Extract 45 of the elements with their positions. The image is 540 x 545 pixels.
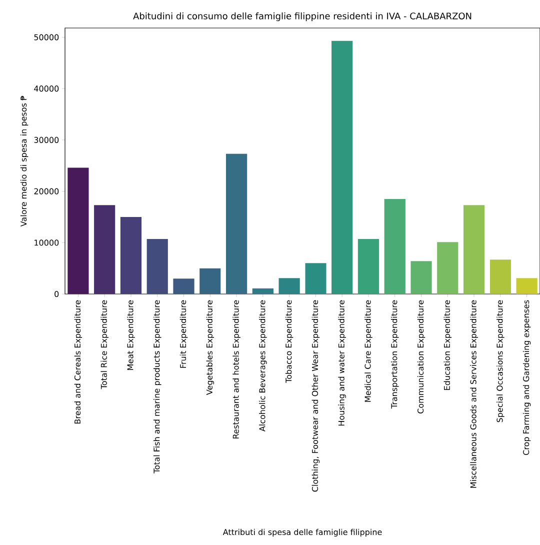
bar (173, 278, 194, 294)
x-tick-label: Medical Care Expenditure (364, 300, 372, 402)
x-tick-label: Special Occasions Expenditure (496, 300, 504, 422)
x-tick-label: Meat Expenditure (126, 300, 135, 370)
bar (226, 154, 247, 294)
x-tick-label: Total Rice Expenditure (100, 300, 108, 390)
bar (436, 242, 458, 294)
x-tick-label: Alcoholic Beverages Expenditure (258, 300, 267, 432)
x-tick-label: Clothing, Footwear and Other Wear Expenditure (312, 300, 320, 492)
x-tick-label: Crop Farming and Gardening expenses (522, 300, 531, 455)
bar (199, 268, 221, 294)
bar (94, 205, 115, 294)
bar (305, 263, 326, 294)
y-axis-title: Valore medio di spesa in pesos ₱ (20, 96, 28, 227)
y-tick-label: 30000 (34, 136, 58, 143)
x-tick-label: Communication Expenditure (417, 300, 425, 414)
bar (68, 168, 89, 294)
y-tick-label: 10000 (34, 240, 58, 246)
x-tick-label: Fruit Expenditure (180, 300, 188, 368)
bar (384, 198, 406, 294)
x-tick-label: Miscellaneous Goods and Services Expenditure (470, 300, 478, 488)
y-tick-label: 0 (54, 290, 58, 298)
bar (331, 40, 352, 294)
x-tick-label: Total Fish and marine products Expenditure (153, 300, 162, 474)
x-tick-label: Restaurant and hotels Expenditure (232, 300, 240, 438)
bar (252, 288, 274, 294)
x-tick-label: Tobacco Expenditure (285, 300, 294, 383)
x-tick-label: Housing and water Expenditure (338, 300, 346, 426)
y-tick-label: 40000 (34, 86, 58, 92)
bar (516, 278, 538, 294)
x-tick-label: Vegetables Expenditure (206, 300, 214, 395)
bar (278, 278, 300, 294)
bar (120, 216, 142, 294)
bar (490, 260, 511, 294)
x-tick-label: Education Expenditure (444, 300, 452, 390)
x-axis-title: Attributi di spesa delle famiglie filippine (222, 528, 382, 537)
x-tick-label: Bread and Cereals Expenditure (74, 300, 82, 424)
y-tick-label: 50000 (34, 34, 58, 40)
bar (463, 205, 484, 294)
bar (410, 261, 432, 294)
y-tick-label: 20000 (34, 188, 58, 194)
x-tick-label: Transportation Expenditure (390, 300, 399, 409)
bar (146, 239, 168, 294)
chart-title: Abitudini di consumo delle famiglie filippine residenti in IVA - CALABARZON (132, 12, 471, 22)
bar (358, 239, 379, 294)
